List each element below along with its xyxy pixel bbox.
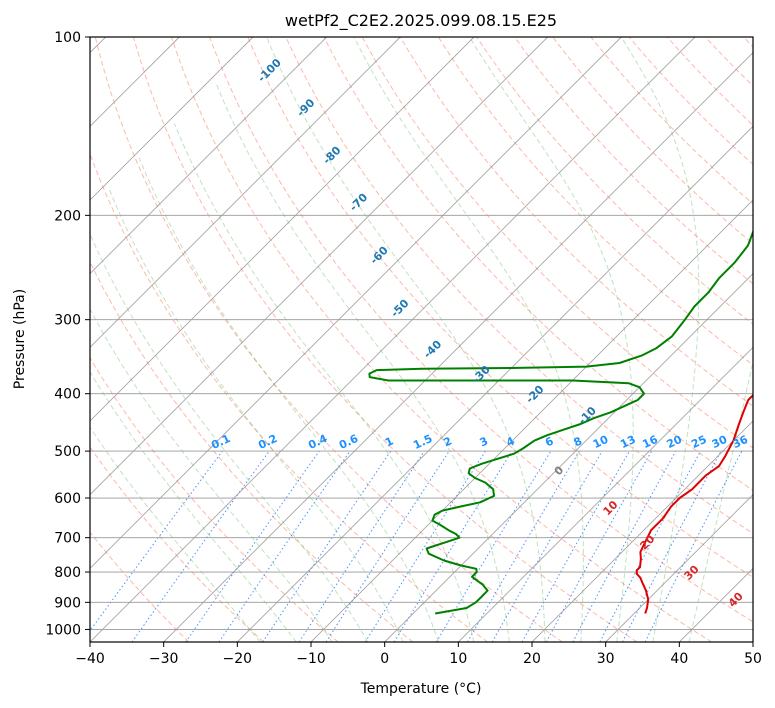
dry-adiabat-label: -80 [320,144,343,167]
mixing-ratio-label: 2 [442,434,454,449]
y-tick-label: 800 [54,565,81,581]
mixing-ratio-line [263,451,391,642]
mixing-ratio-line [546,451,651,642]
mixing-ratio-label: 1 [383,434,395,449]
mixing-ratio-line [436,451,551,642]
dry-adiabat-line [172,37,712,642]
temperature-line [637,37,775,614]
y-tick-label: 500 [54,444,81,460]
mixing-ratio-label: 10 [591,433,611,451]
moist-adiabat-label: 10 [601,498,621,518]
mixing-ratio-label: 20 [665,433,685,451]
mixing-ratio-line [219,451,350,642]
dry-adiabat-line [0,37,263,642]
mixing-ratio-label: 8 [572,434,584,449]
mixing-ratio-label: 13 [618,433,637,451]
isotherm-line [311,37,775,642]
y-tick-label: 600 [54,491,81,507]
isotherm-line [90,37,695,642]
isotherm-line [458,37,775,642]
dry-adiabat-label: -40 [421,338,444,361]
moist-adiabat-line [470,37,634,642]
background-lines [0,37,775,642]
y-tick-label: 700 [54,531,81,547]
dewpoint-line [369,37,775,614]
y-axis-title: Pressure (hPa) [12,289,28,389]
isotherm-line [0,37,327,642]
mixing-ratio-label: 0.4 [306,432,329,452]
dry-adiabat-label: -50 [388,297,411,320]
mixing-ratio-label: 16 [640,433,660,451]
isotherm-line [0,37,474,642]
x-tick-label: −30 [149,651,179,667]
isotherm-line [237,37,775,642]
isotherm-line [0,37,548,642]
moist-adiabat-line [82,215,368,642]
moist-adiabat-line [689,37,775,642]
mixing-ratio-line [622,451,721,642]
y-tick-label: 200 [54,208,81,224]
isotherm-line [385,37,775,642]
dry-adiabat-line [705,37,775,642]
moist-adiabat-line [216,84,509,642]
isotherm-line [164,37,769,642]
dry-adiabat-label: -20 [523,383,546,406]
dry-adiabat-line [0,37,338,642]
dry-adiabat-line [477,37,775,642]
x-tick-label: 40 [670,651,688,667]
dry-adiabat-line [553,37,775,642]
mixing-ratio-label: 25 [689,433,708,451]
x-tick-label: 30 [597,651,615,667]
profile-lines [369,37,775,614]
mixing-ratio-label: 6 [543,434,556,449]
mixing-ratio-label: 30 [710,433,730,451]
x-tick-label: 20 [523,651,541,667]
mixing-ratio-line [82,451,223,642]
moist-adiabat-label: 30 [682,562,702,582]
x-tick-label: −40 [75,651,105,667]
x-tick-label: −20 [223,651,253,667]
isotherm-line [0,37,400,642]
y-tick-label: 100 [54,30,81,46]
mixing-ratio-line [573,451,676,642]
x-tick-label: 0 [380,651,389,667]
mixing-ratio-label: 3 [478,434,490,449]
moist-adiabat-line [175,124,474,642]
dry-adiabat-line [362,37,775,642]
mixing-ratio-label: 36 [731,433,751,451]
dry-adiabat-line [133,37,637,642]
x-axis-title: Temperature (°C) [360,681,482,697]
isotherm-line [679,37,775,642]
chart-title: wetPf2_C2E2.2025.099.08.15.E25 [285,11,557,31]
dry-adiabat-label: -100 [255,56,284,85]
dry-adiabat-line [19,37,413,642]
x-tick-label: 50 [744,651,762,667]
isotherm-line [753,37,775,642]
x-tick-label: 10 [449,651,467,667]
isotherm-line [532,37,775,642]
y-tick-label: 400 [54,387,81,403]
x-tick-label: −10 [296,651,326,667]
dry-adiabat-label: -90 [294,96,317,119]
dry-adiabat-line [744,37,775,642]
dry-adiabat-line [667,37,775,642]
dry-adiabat-line [438,37,775,642]
dry-adiabat-line [591,37,775,642]
y-tick-label: 1000 [45,622,81,638]
y-tick-label: 900 [54,595,81,611]
isotherm-line [0,37,253,642]
dry-adiabat-line [0,37,189,642]
y-tick-label: 300 [54,313,81,329]
dry-adiabat-line [57,37,488,642]
